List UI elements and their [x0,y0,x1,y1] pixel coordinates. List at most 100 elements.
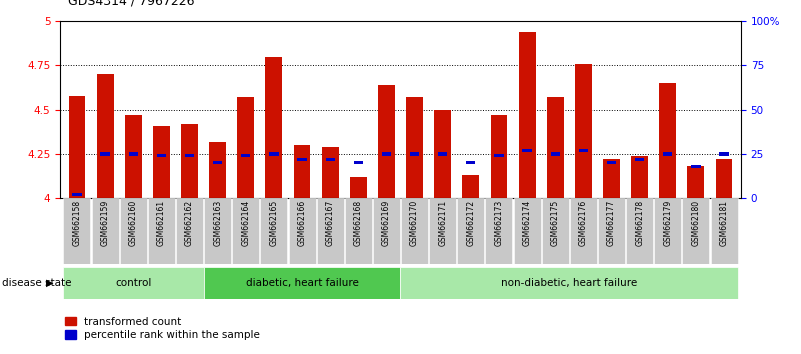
Bar [203,267,400,299]
Text: GDS4314 / 7967226: GDS4314 / 7967226 [68,0,195,7]
Text: GSM662170: GSM662170 [410,200,419,246]
Bar [260,198,288,264]
Bar [382,153,391,156]
Text: diabetic, heart failure: diabetic, heart failure [246,278,359,288]
Bar [63,267,203,299]
Text: GSM662178: GSM662178 [635,200,644,246]
Bar [129,153,138,156]
Text: GSM662166: GSM662166 [297,200,307,246]
Bar [297,158,307,161]
Bar [185,154,194,158]
Text: GSM662174: GSM662174 [522,200,532,246]
Bar [269,153,279,156]
Text: GSM662180: GSM662180 [691,200,700,246]
Bar [125,115,142,198]
Text: GSM662179: GSM662179 [663,200,672,246]
Text: GSM662176: GSM662176 [579,200,588,246]
Bar [373,198,400,264]
Bar [513,198,541,264]
Bar [119,198,147,264]
Text: non-diabetic, heart failure: non-diabetic, heart failure [501,278,638,288]
Text: GSM662171: GSM662171 [438,200,447,246]
Text: disease state: disease state [2,278,72,288]
Bar [69,96,86,198]
Bar [659,83,676,198]
Text: control: control [115,278,151,288]
Bar [710,198,738,264]
Bar [400,267,738,299]
Bar [654,198,682,264]
Text: GSM662165: GSM662165 [269,200,279,246]
Text: GSM662181: GSM662181 [719,200,729,246]
Bar [294,145,311,198]
Bar [485,198,513,264]
Bar [457,198,485,264]
Text: GSM662164: GSM662164 [241,200,250,246]
Bar [635,158,644,161]
Bar [494,154,504,158]
Bar [519,32,536,198]
Bar [438,153,447,156]
Bar [213,161,222,164]
Bar [410,153,419,156]
Bar [316,198,344,264]
Text: GSM662158: GSM662158 [72,200,82,246]
Text: GSM662173: GSM662173 [494,200,504,246]
Bar [579,149,588,152]
Bar [550,153,560,156]
Bar [232,198,260,264]
Bar [631,156,648,198]
Bar [100,153,110,156]
Bar [91,198,119,264]
Bar [541,198,569,264]
Bar [462,175,479,198]
Bar [97,74,114,198]
Bar [603,159,620,198]
Bar [682,198,710,264]
Bar [241,154,251,158]
Bar [522,149,532,152]
Bar [72,193,82,196]
Bar [204,198,231,264]
Bar [237,97,254,198]
Bar [378,85,395,198]
Bar [176,198,203,264]
Bar [715,159,732,198]
Text: GSM662167: GSM662167 [326,200,335,246]
Bar [406,97,423,198]
Bar [429,198,457,264]
Bar [466,161,476,164]
Text: ▶: ▶ [46,278,54,288]
Bar [490,115,507,198]
Bar [354,161,363,164]
Bar [434,110,451,198]
Bar [719,153,729,156]
Bar [570,198,597,264]
Bar [148,198,175,264]
Bar [322,147,339,198]
Bar [265,57,282,198]
Text: GSM662175: GSM662175 [551,200,560,246]
Text: GSM662159: GSM662159 [101,200,110,246]
Text: GSM662169: GSM662169 [382,200,391,246]
Bar [687,166,704,198]
Bar [350,177,367,198]
Bar [288,198,316,264]
Bar [547,97,564,198]
Text: GSM662161: GSM662161 [157,200,166,246]
Bar [325,158,335,161]
Bar [209,142,226,198]
Text: GSM662162: GSM662162 [185,200,194,246]
Bar [607,161,616,164]
Text: GSM662160: GSM662160 [129,200,138,246]
Legend: transformed count, percentile rank within the sample: transformed count, percentile rank withi… [66,317,260,340]
Bar [344,198,372,264]
Text: GSM662163: GSM662163 [213,200,222,246]
Bar [157,154,166,158]
Text: GSM662177: GSM662177 [607,200,616,246]
Text: GSM662168: GSM662168 [354,200,363,246]
Bar [598,198,625,264]
Text: GSM662172: GSM662172 [466,200,475,246]
Bar [153,126,170,198]
Bar [626,198,653,264]
